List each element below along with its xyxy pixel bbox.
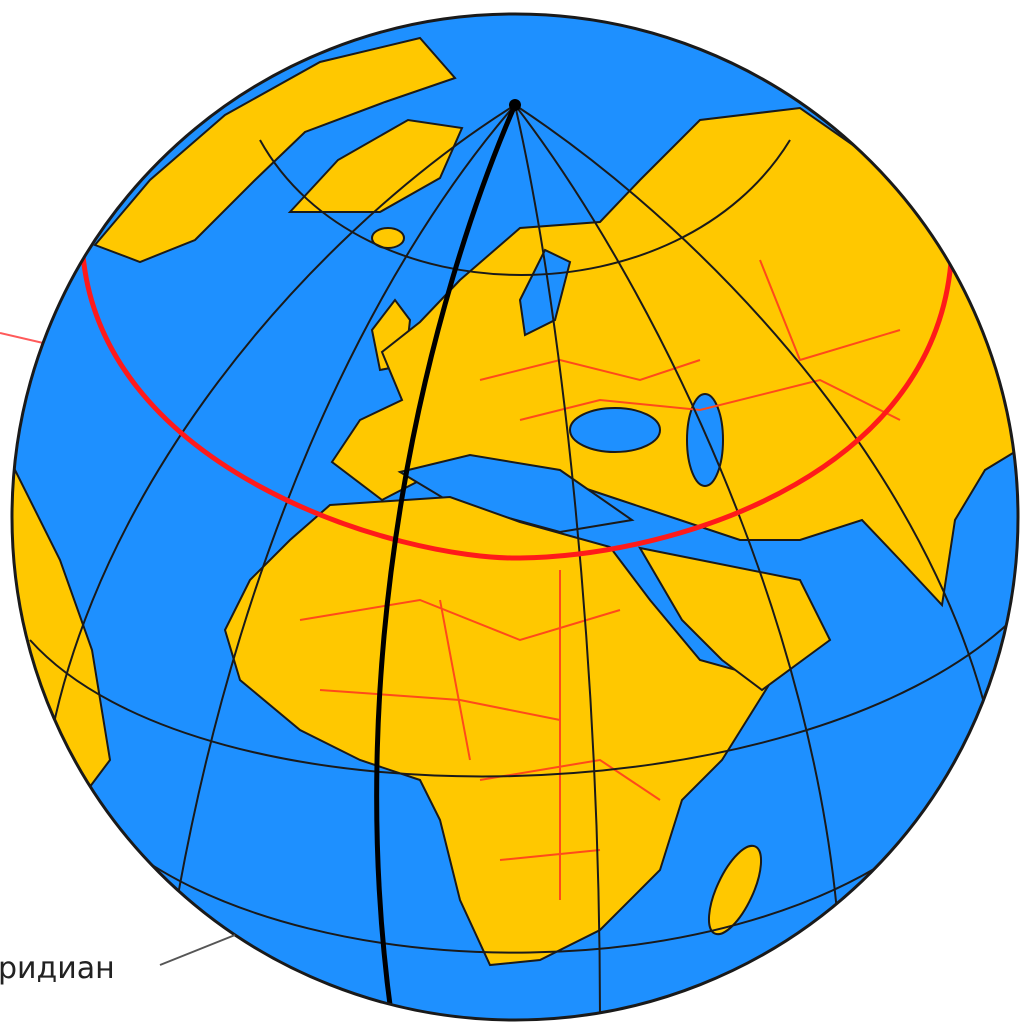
arabia (638, 546, 832, 692)
parallel (259, 139, 791, 276)
meridian (514, 104, 841, 951)
caspian-sea (686, 393, 724, 487)
iceland (371, 227, 405, 249)
black-sea (569, 407, 661, 453)
greenland (287, 118, 464, 213)
globe-outline (10, 12, 1020, 1022)
meridian-pointer (159, 934, 236, 966)
globe-surface (12, 36, 1018, 1020)
africa (223, 495, 774, 967)
north-pole (509, 99, 521, 111)
baltic-sea (518, 248, 572, 337)
meridian (514, 104, 1001, 781)
madagascar (707, 844, 763, 936)
meridian-label: ридиан (0, 951, 115, 986)
parallel (129, 829, 931, 954)
prime-meridian (374, 104, 518, 1020)
parallel-highlight (79, 239, 955, 561)
borders (299, 259, 901, 900)
meridian (514, 104, 601, 1020)
eurasia (330, 106, 1018, 608)
parallel (29, 619, 1013, 778)
meridian (39, 104, 516, 821)
meridian (159, 104, 516, 1011)
north-america (93, 36, 457, 264)
